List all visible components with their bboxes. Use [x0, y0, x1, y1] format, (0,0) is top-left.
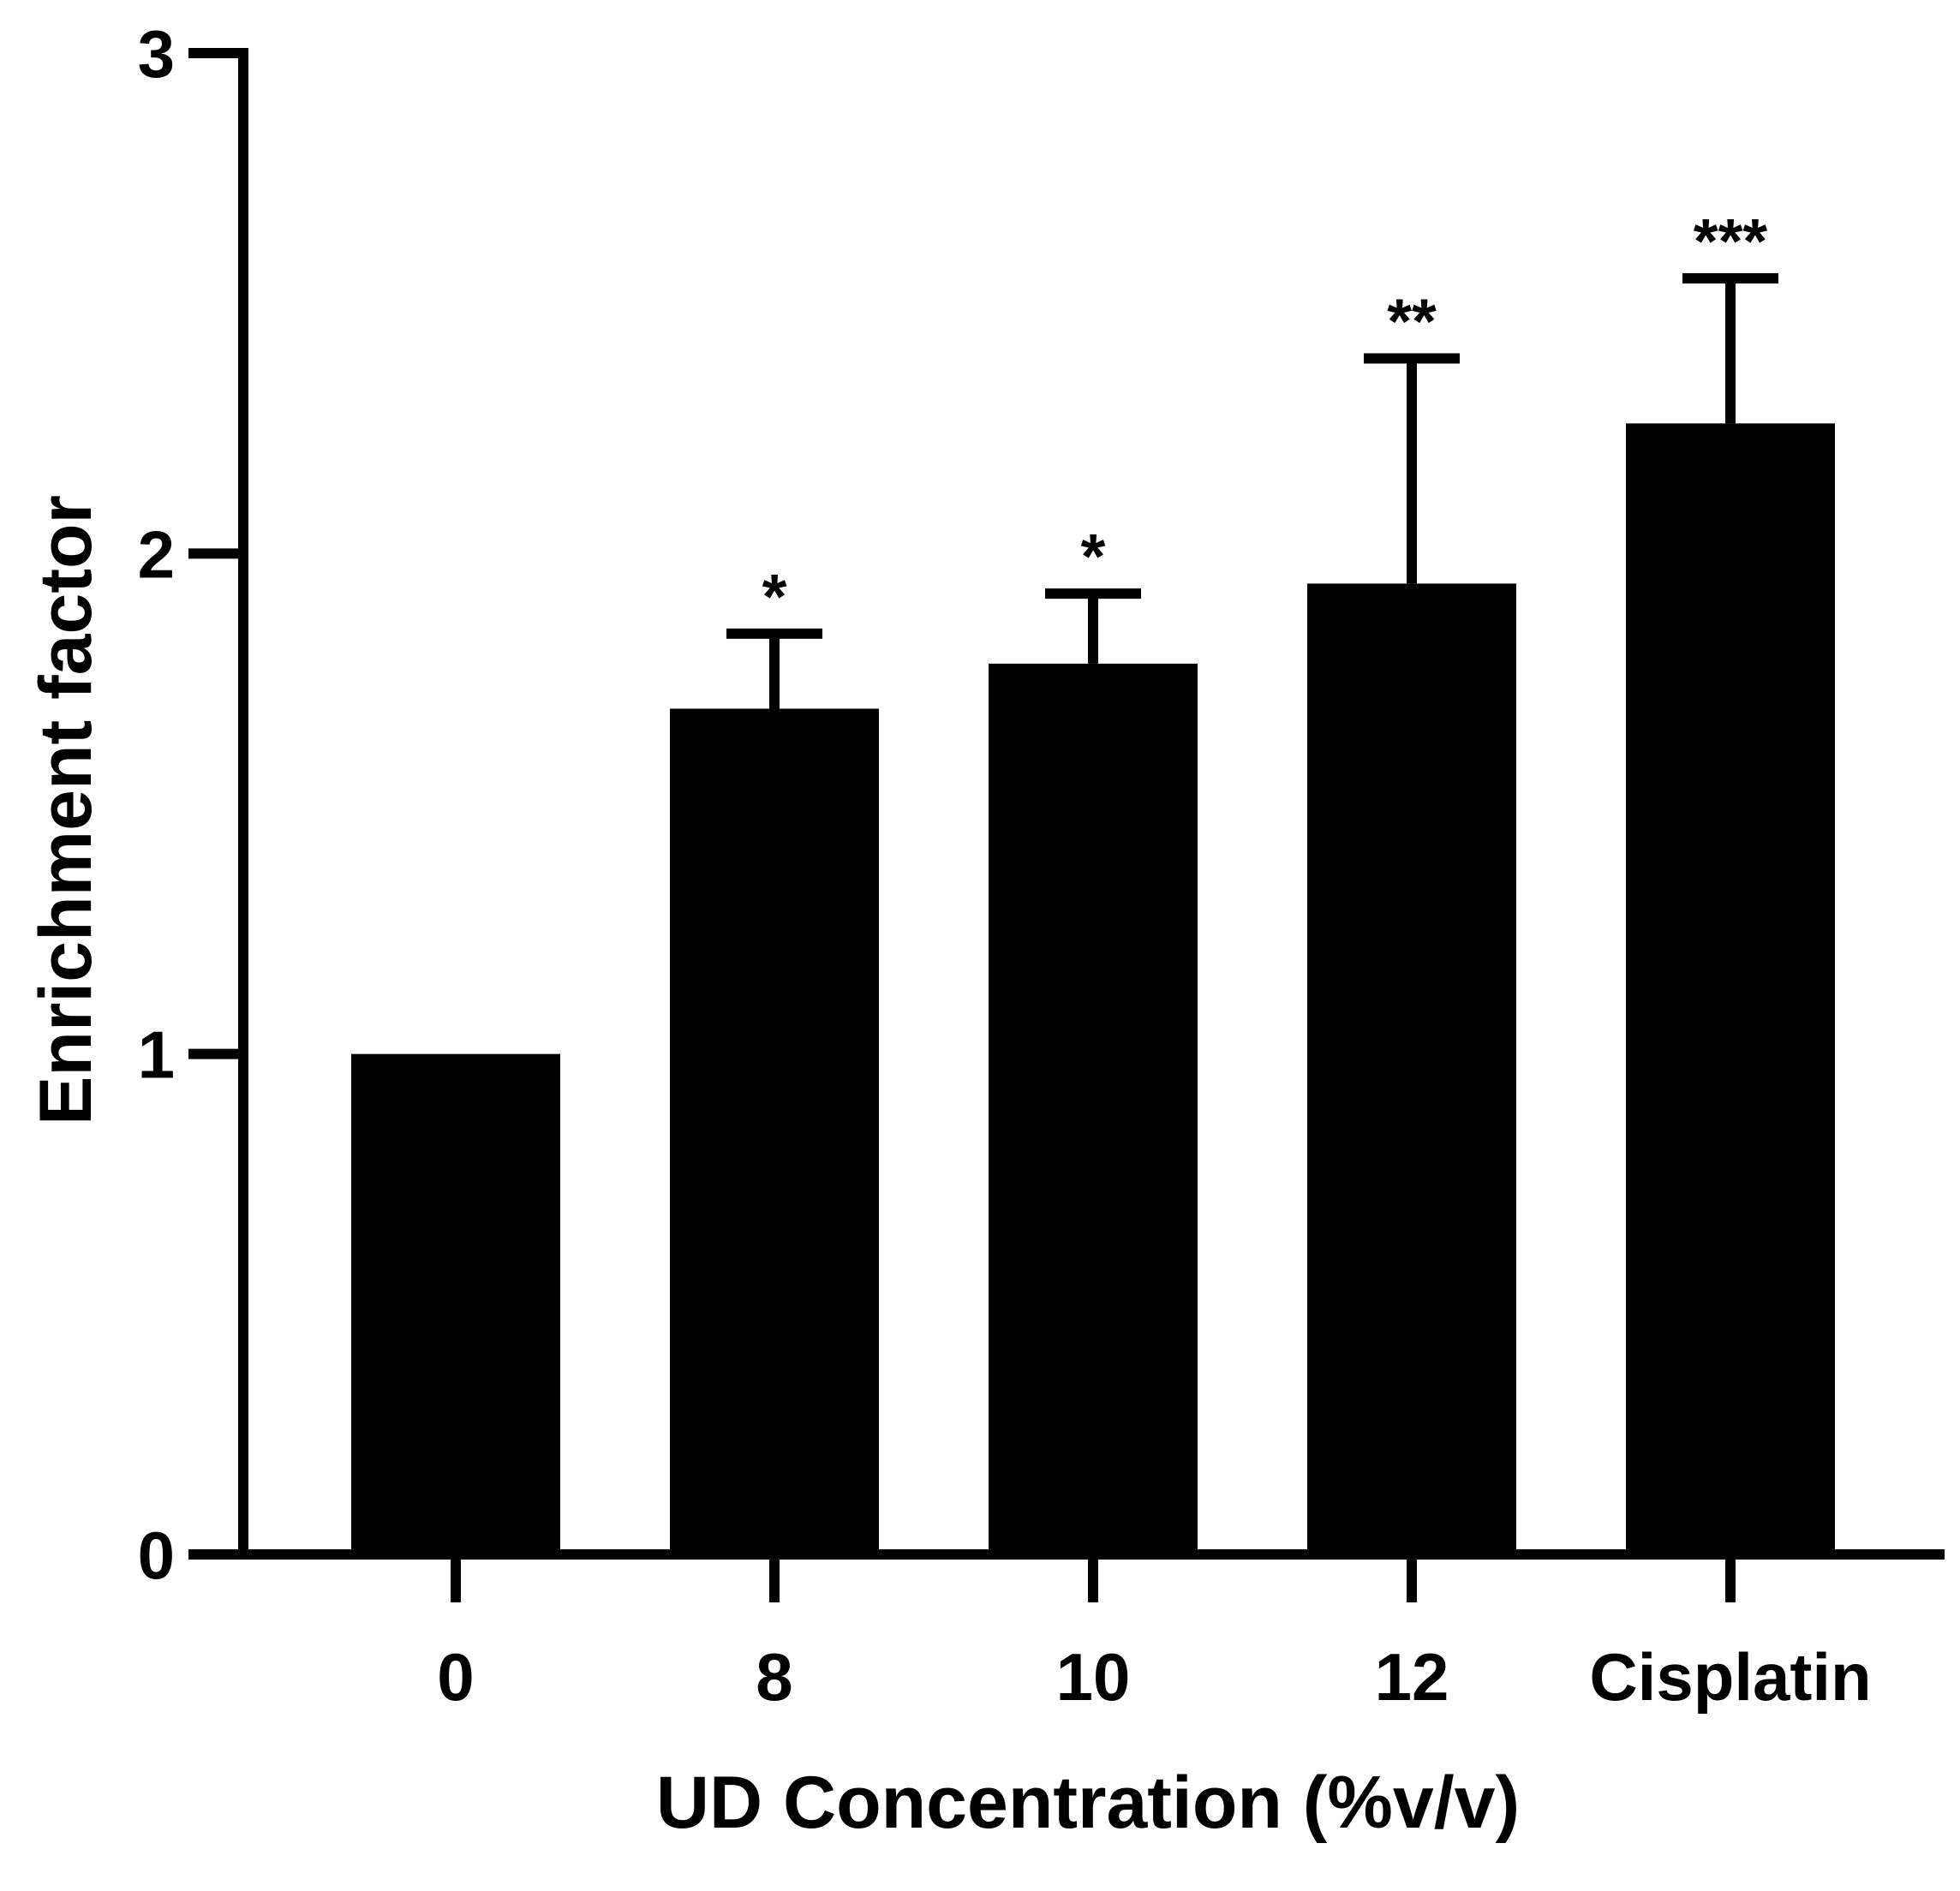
y-axis-title: Enrichment factor	[25, 495, 107, 1125]
x-tick-label: 8	[756, 1639, 792, 1715]
bar	[1626, 423, 1835, 1554]
significance-label: *	[762, 561, 787, 632]
significance-label: ***	[1694, 206, 1768, 277]
bar	[670, 708, 879, 1554]
bar	[351, 1053, 560, 1554]
significance-label: **	[1387, 285, 1437, 356]
y-tick-label: 0	[138, 1518, 175, 1593]
bar	[989, 663, 1198, 1554]
x-tick-label: Cisplatin	[1589, 1639, 1871, 1715]
bar	[1307, 583, 1516, 1554]
axes-layer	[188, 48, 1945, 1602]
error-bars-layer	[726, 272, 1778, 709]
y-tick-label: 3	[138, 16, 175, 92]
x-tick-label: 0	[437, 1639, 474, 1715]
significance-label: *	[1081, 521, 1106, 592]
bars-layer	[351, 423, 1835, 1554]
x-axis-title: UD Concentration (%v/v)	[656, 1762, 1520, 1844]
y-tick-label: 2	[138, 516, 175, 592]
y-tick-label: 1	[138, 1017, 175, 1093]
x-tick-label: 12	[1375, 1639, 1449, 1715]
x-tick-label: 10	[1056, 1639, 1131, 1715]
